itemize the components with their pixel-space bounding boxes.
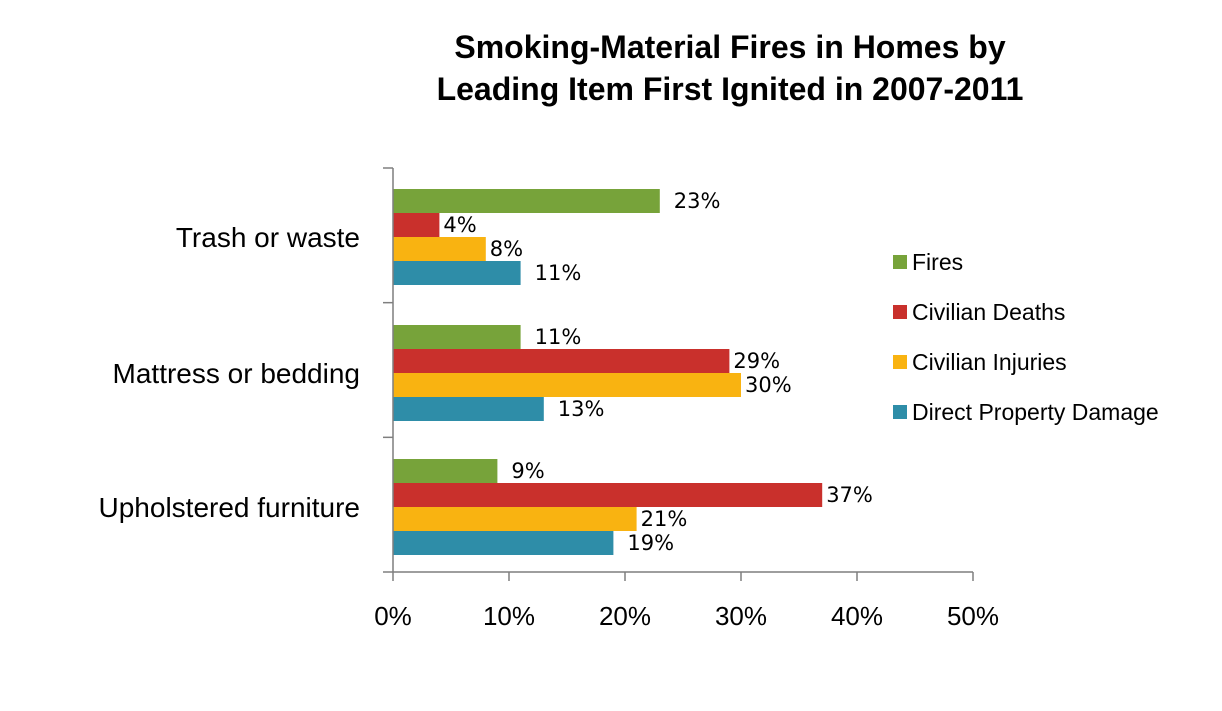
plot-area: 23% 11% 9% 4% 29% 37% 8% 30% 21% 11% 13% 19% Trash o… (99, 167, 999, 631)
bar-1-2 (393, 325, 521, 349)
legend-label-3: Civilian Injuries (912, 349, 1067, 375)
data-label-3-3: 21% (641, 507, 688, 531)
data-label-2-2: 29% (733, 349, 780, 373)
category-label-2: Mattress or bedding (113, 358, 360, 389)
legend-swatch-1 (893, 255, 907, 269)
data-label-1-1: 23% (674, 189, 721, 213)
data-label-3-2: 30% (745, 373, 792, 397)
data-label-1-3: 9% (511, 459, 544, 483)
bar-4-1 (393, 261, 521, 285)
bar-2-2 (393, 349, 730, 373)
category-label-3: Upholstered furniture (99, 492, 360, 523)
chart-title-line-1: Smoking-Material Fires in Homes by (454, 29, 1005, 65)
category-label-1: Trash or waste (176, 222, 360, 253)
legend-label-1: Fires (912, 249, 963, 275)
chart-title-line-2: Leading Item First Ignited in 2007-2011 (437, 71, 1024, 107)
legend-swatch-3 (893, 355, 907, 369)
bar-2-1 (393, 213, 440, 237)
bar-3-1 (393, 237, 486, 261)
x-tick-label-6: 50% (947, 601, 999, 631)
legend-swatch-2 (893, 305, 907, 319)
data-label-2-1: 4% (443, 213, 476, 237)
bar-3-2 (393, 373, 741, 397)
bar-1-1 (393, 189, 660, 213)
bar-3-3 (393, 507, 637, 531)
legend-swatch-4 (893, 405, 907, 419)
data-label-2-3: 37% (826, 483, 873, 507)
x-tick-label-3: 20% (599, 601, 651, 631)
x-tick-label-5: 40% (831, 601, 883, 631)
bar-2-3 (393, 483, 823, 507)
bar-4-3 (393, 531, 614, 555)
data-label-4-2: 13% (558, 397, 605, 421)
data-label-1-2: 11% (535, 325, 582, 349)
x-tick-label-1: 0% (374, 601, 412, 631)
legend-label-2: Civilian Deaths (912, 299, 1065, 325)
legend: Fires Civilian Deaths Civilian Injuries Dir… (893, 249, 1159, 425)
data-label-4-1: 11% (535, 261, 582, 285)
x-tick-label-2: 10% (483, 601, 535, 631)
data-label-3-1: 8% (490, 237, 523, 261)
data-label-4-3: 19% (627, 531, 674, 555)
bar-1-3 (393, 459, 498, 483)
bar-4-2 (393, 397, 544, 421)
legend-label-4: Direct Property Damage (912, 399, 1159, 425)
x-tick-label-4: 30% (715, 601, 767, 631)
